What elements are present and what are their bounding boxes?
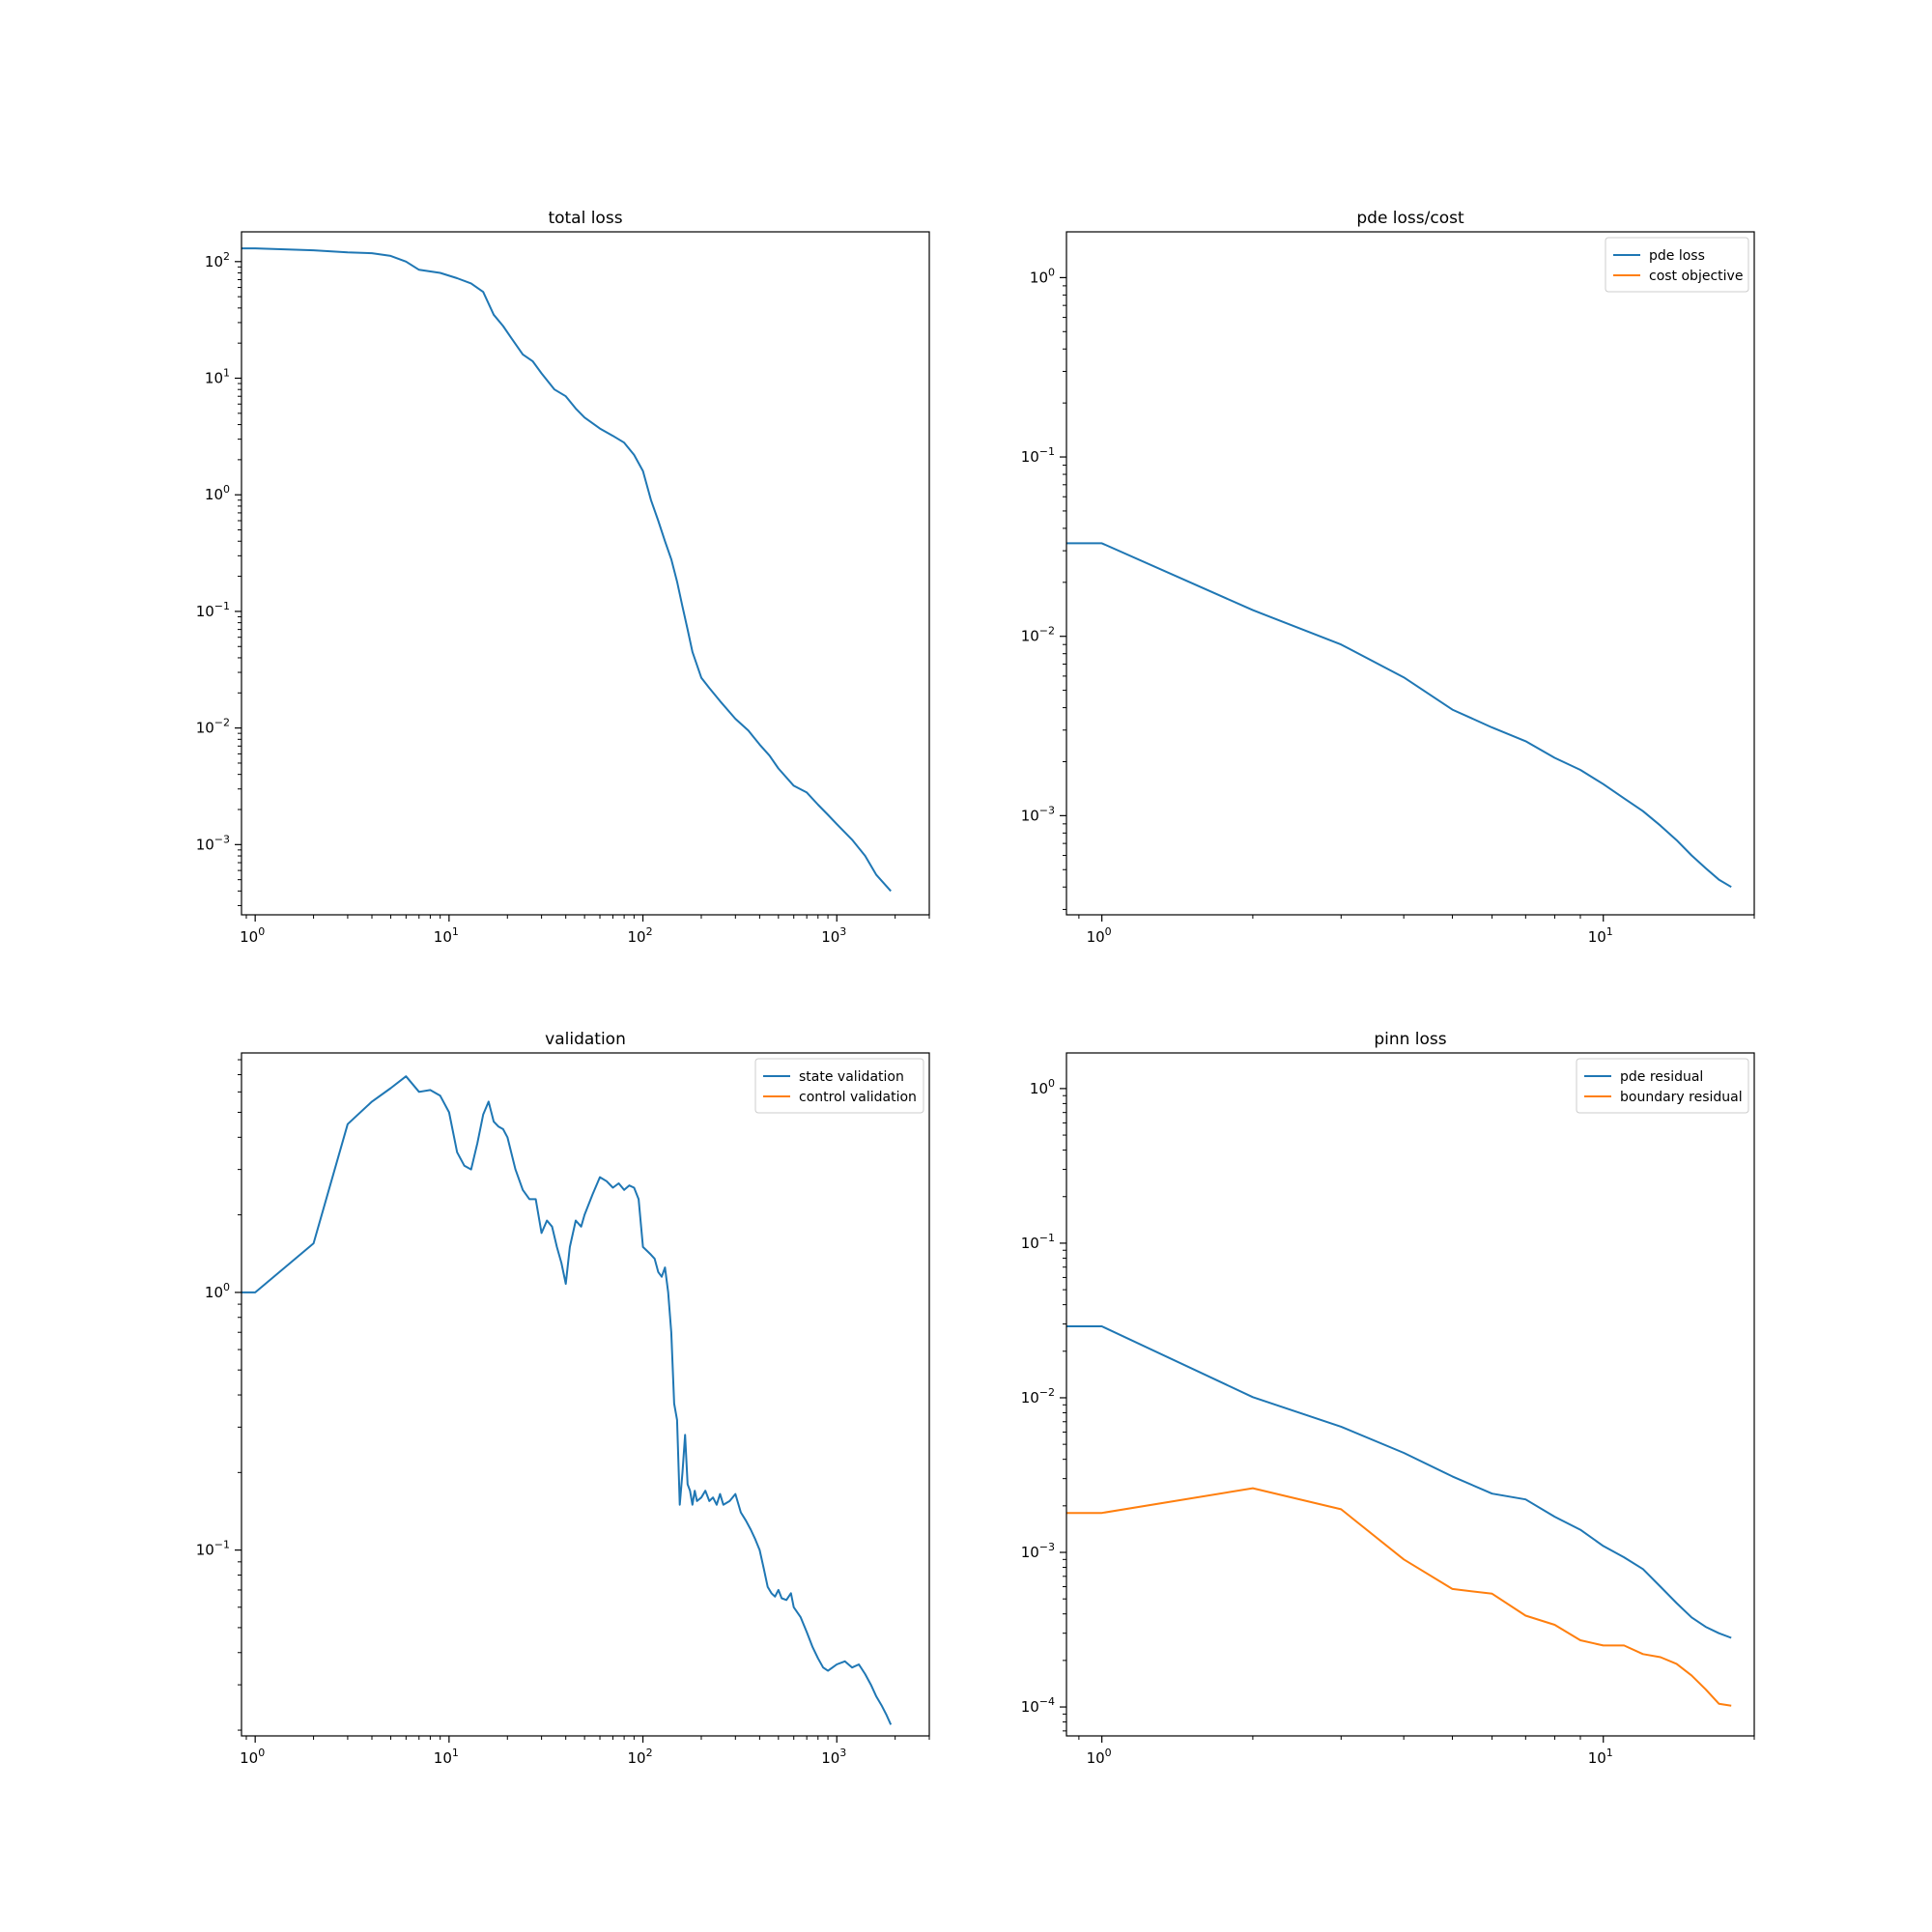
pde-loss-cost-y-tick-label: 10−2 (1021, 625, 1055, 645)
pde-loss-cost-series-line-pde-loss (1066, 542, 1732, 889)
pde-loss-cost-panel: pde loss/cost 100 101 10−3 10−2 10−1 100 pde lo… (1021, 209, 1755, 946)
pde-loss-cost-y-tick-label: 10−3 (1021, 804, 1055, 824)
pinn-loss-legend-label: boundary residual (1620, 1090, 1743, 1105)
total-loss-y-tick-label: 10−1 (196, 600, 230, 620)
total-loss-y-tick-label: 10−3 (196, 833, 230, 853)
validation-y-tick-label: 10−1 (196, 1539, 230, 1559)
total-loss-x-tick-label: 103 (821, 925, 846, 946)
pde-loss-cost-axes-frame (1065, 231, 1755, 916)
pde-loss-cost-x-tick-label: 100 (1087, 925, 1112, 946)
total-loss-x-tick-label: 101 (434, 925, 459, 946)
pinn-loss-y-tick-label: 10−1 (1021, 1232, 1055, 1252)
pde-loss-cost-legend-label: cost objective (1649, 269, 1743, 284)
validation-x-tick-label: 101 (434, 1747, 459, 1767)
pinn-loss-y-tick-label: 10−3 (1021, 1541, 1055, 1561)
pinn-loss-y-tick-label: 100 (1030, 1077, 1055, 1097)
pde-loss-cost-legend-label: pde loss (1649, 248, 1705, 264)
pinn-loss-x-tick-label: 101 (1588, 1747, 1613, 1767)
pinn-loss-axes-frame (1065, 1052, 1755, 1737)
pinn-loss-series-line-pde-residual (1066, 1325, 1732, 1639)
pde-loss-cost-legend-box (1605, 237, 1749, 293)
total-loss-title: total loss (548, 209, 622, 228)
pinn-loss-series-line-boundary-residual (1066, 1487, 1732, 1707)
total-loss-y-tick-label: 100 (205, 483, 230, 503)
validation-x-tick-label: 102 (628, 1747, 653, 1767)
pde-loss-cost-legend: pde loss cost objective (1605, 237, 1749, 293)
total-loss-x-tick-label: 102 (628, 925, 653, 946)
pinn-loss-y-tick-label: 10−2 (1021, 1386, 1055, 1406)
pinn-loss-legend: pde residual boundary residual (1576, 1058, 1749, 1114)
pinn-loss-legend-label: pde residual (1620, 1069, 1703, 1085)
validation-title: validation (545, 1030, 626, 1049)
validation-panel: validation 100 101 102 103 10−1 100 state valid… (196, 1030, 930, 1767)
validation-legend-label: state validation (799, 1069, 904, 1085)
pinn-loss-x-tick-label: 100 (1087, 1747, 1112, 1767)
total-loss-series-line-series-0 (242, 247, 892, 893)
total-loss-x-tick-label: 100 (240, 925, 265, 946)
total-loss-y-tick-label: 10−2 (196, 717, 230, 737)
validation-legend-box (754, 1058, 924, 1114)
total-loss-panel: total loss 100 101 102 103 10−3 10−2 10−1 100 101… (196, 209, 930, 946)
pde-loss-cost-y-tick-label: 100 (1030, 266, 1055, 286)
pinn-loss-title: pinn loss (1374, 1030, 1446, 1049)
validation-legend: state validation control validation (754, 1058, 924, 1114)
pinn-loss-y-tick-label: 10−4 (1021, 1695, 1055, 1716)
validation-x-tick-label: 100 (240, 1747, 265, 1767)
validation-x-tick-label: 103 (821, 1747, 846, 1767)
validation-legend-label: control validation (799, 1090, 917, 1105)
validation-y-tick-label: 100 (205, 1281, 230, 1301)
validation-axes-frame (241, 1052, 930, 1737)
total-loss-axes-frame (241, 231, 930, 916)
pde-loss-cost-x-tick-label: 101 (1588, 925, 1613, 946)
pinn-loss-legend-box (1576, 1058, 1749, 1114)
validation-series-line-state-validation (242, 1075, 893, 1725)
total-loss-y-tick-label: 102 (205, 250, 230, 270)
pde-loss-cost-title: pde loss/cost (1356, 209, 1464, 228)
pinn-loss-panel: pinn loss 100 101 10−4 10−3 10−2 10−1 100 pde re… (1021, 1030, 1755, 1767)
pde-loss-cost-y-tick-label: 10−1 (1021, 445, 1055, 466)
total-loss-y-tick-label: 101 (205, 367, 230, 387)
